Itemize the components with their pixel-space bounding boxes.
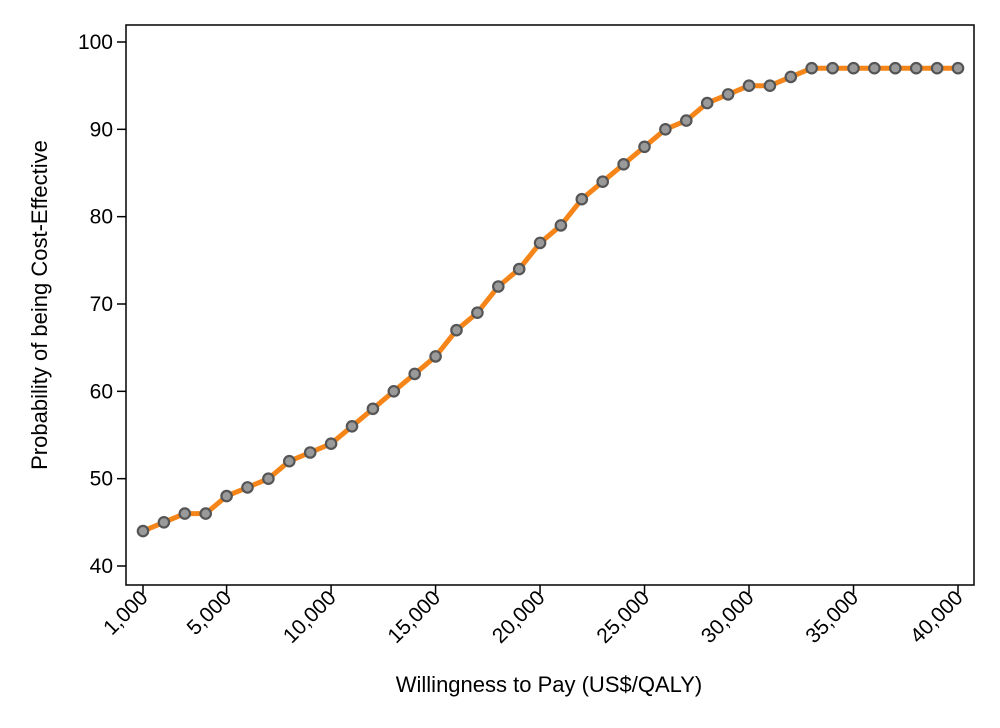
data-point [136, 524, 150, 538]
data-point [805, 61, 818, 75]
data-point [303, 446, 317, 459]
x-tick-label: 30,000 [697, 586, 759, 648]
data-point [471, 306, 484, 319]
data-point [742, 79, 756, 92]
series-layer [136, 61, 965, 538]
data-point [575, 192, 589, 206]
data-point [429, 350, 442, 363]
y-tick-label: 50 [90, 468, 113, 491]
data-point [366, 402, 380, 416]
data-point [930, 61, 944, 75]
data-point [763, 79, 777, 92]
x-axis: 1,000 5,000 10,000 15,000 20,000 25,000 30,000… [99, 585, 968, 648]
data-point [888, 61, 902, 75]
data-point [199, 507, 212, 520]
y-axis-title: Probability of being Cost-Effective [27, 140, 52, 470]
data-point [408, 367, 421, 381]
data-point [847, 61, 860, 75]
y-tick-label: 40 [90, 555, 113, 578]
data-point [951, 61, 965, 75]
data-point [512, 262, 526, 276]
y-axis: 40 50 60 70 80 90 100 [78, 31, 126, 578]
data-point [659, 123, 672, 136]
x-tick-label: 35,000 [801, 586, 863, 648]
x-tick-label: 40,000 [906, 586, 968, 648]
data-point [345, 419, 359, 433]
data-point [784, 70, 798, 84]
data-point [554, 219, 568, 232]
data-point [679, 114, 693, 127]
y-tick-label: 90 [90, 118, 113, 141]
data-point [241, 481, 254, 494]
data-point [596, 175, 609, 188]
data-point [387, 384, 401, 398]
y-tick-label: 100 [78, 31, 113, 54]
data-point [220, 489, 233, 503]
data-point [157, 515, 171, 529]
data-point [533, 236, 547, 250]
data-point [638, 140, 651, 154]
x-tick-label: 15,000 [383, 586, 445, 648]
x-tick-label: 5,000 [183, 586, 236, 639]
series-line [140, 65, 961, 534]
x-tick-label: 10,000 [279, 586, 341, 648]
data-point [868, 61, 881, 75]
data-point [617, 158, 630, 171]
data-point [909, 61, 923, 75]
x-tick-label: 1,000 [99, 586, 152, 639]
x-axis-title: Willingness to Pay (US$/QALY) [396, 672, 702, 697]
x-tick-label: 20,000 [488, 586, 550, 648]
data-point [700, 96, 714, 110]
data-point [721, 88, 735, 101]
data-point [826, 61, 839, 75]
data-point [450, 323, 463, 337]
data-point [178, 507, 192, 520]
data-point [282, 454, 296, 468]
data-point [491, 280, 505, 293]
y-tick-label: 70 [90, 293, 113, 316]
y-tick-label: 80 [90, 206, 113, 229]
plot-frame [125, 24, 975, 586]
y-tick-label: 60 [90, 380, 113, 403]
x-tick-label: 25,000 [592, 586, 654, 648]
data-point [262, 472, 275, 485]
data-point [324, 437, 338, 450]
